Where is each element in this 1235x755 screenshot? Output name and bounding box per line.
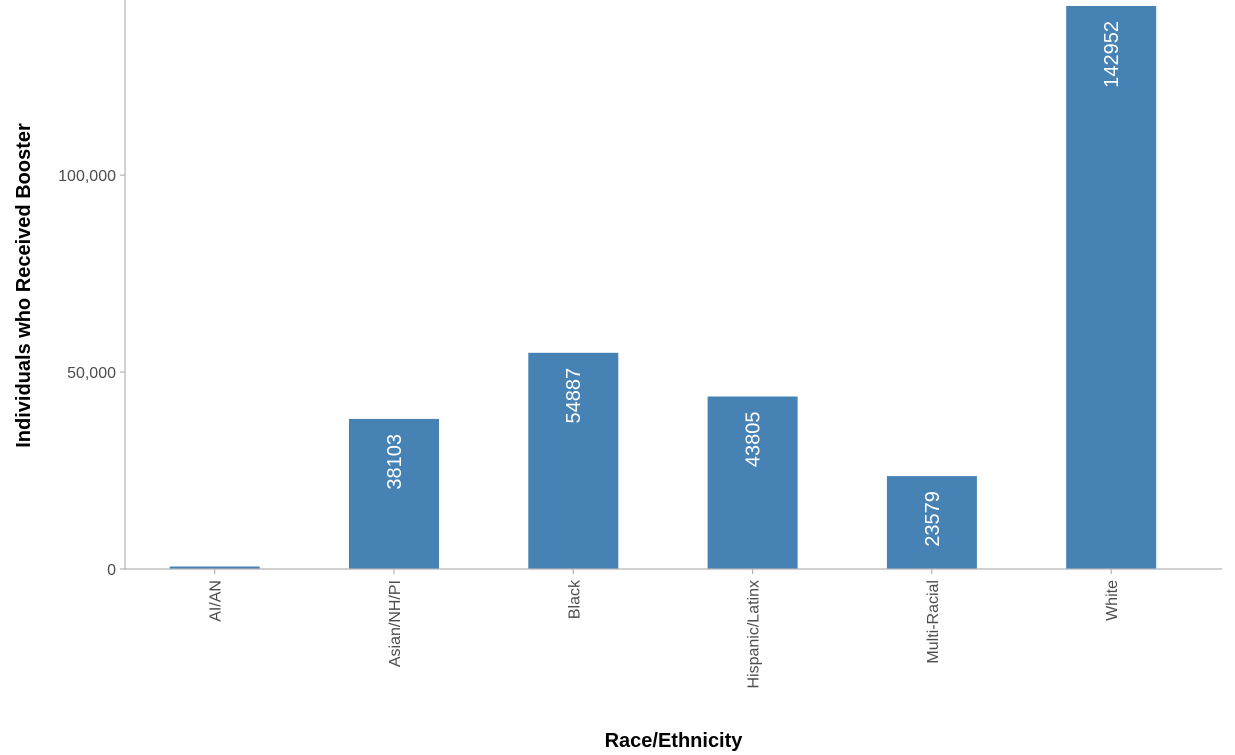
bar-value-label: 142952 [1101, 21, 1123, 88]
bar-ai-an [169, 566, 260, 569]
bars-group [169, 6, 1157, 569]
bar-asian-nh-pi [349, 418, 439, 569]
bar-multi-racial [886, 476, 977, 569]
x-tick-label: Black [566, 579, 583, 619]
x-tick-label: AI/AN [208, 580, 225, 622]
bar-value-label: 38103 [384, 434, 406, 490]
bar-value-label: 54887 [563, 368, 585, 424]
bar-hispanic-latinx [707, 396, 798, 569]
y-tick-label: 0 [107, 562, 116, 579]
y-tick-label: 50,000 [67, 365, 116, 382]
x-tick-label: Hispanic/Latinx [746, 580, 763, 689]
x-tick-label: White [1104, 580, 1121, 621]
bar-white [1066, 6, 1157, 569]
bar-black [528, 352, 619, 569]
y-ticks-group: 0 50,000 100,000 [58, 168, 125, 579]
bar-labels-group: 38103 54887 43805 23579 142952 [384, 21, 1123, 547]
x-tick-label: Asian/NH/PI [387, 580, 404, 667]
y-axis-title: Individuals who Received Booster [13, 123, 35, 448]
x-tick-label: Multi-Racial [925, 580, 942, 664]
y-tick-label: 100,000 [58, 168, 116, 185]
x-ticks-group: AI/AN Asian/NH/PI Black Hispanic/Latinx Mult… [208, 569, 1121, 689]
x-axis-title: Race/Ethnicity [605, 730, 744, 752]
bar-value-label: 43805 [743, 411, 765, 467]
bar-value-label: 23579 [922, 491, 944, 547]
